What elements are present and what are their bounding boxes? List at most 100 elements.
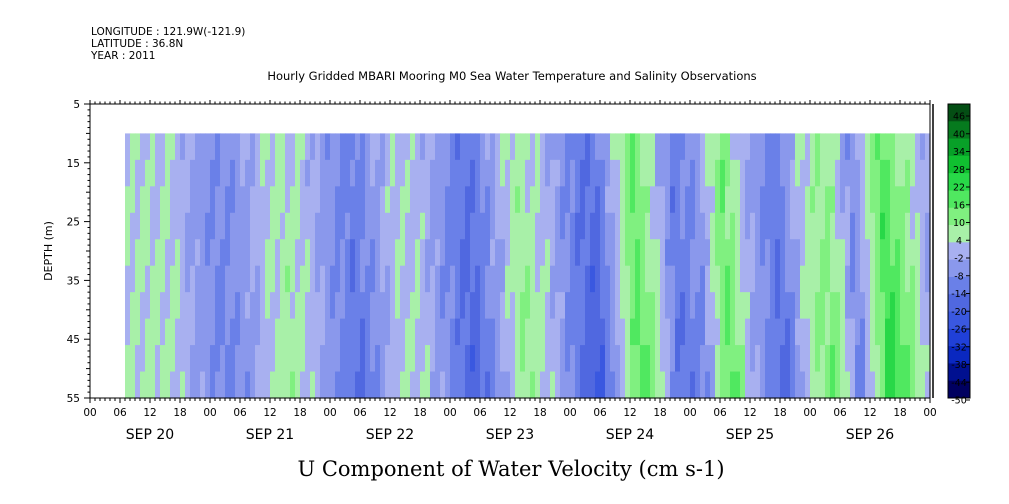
heatmap-cell	[545, 133, 551, 161]
heatmap-cell	[315, 212, 321, 240]
heatmap-cell	[510, 239, 516, 267]
heatmap-cell	[700, 212, 706, 240]
heatmap-cell	[710, 265, 716, 293]
heatmap-cell	[630, 159, 636, 187]
heatmap-cell	[600, 159, 606, 187]
heatmap-cell	[325, 239, 331, 267]
heatmap-cell	[730, 345, 736, 373]
heatmap-cell	[465, 371, 471, 399]
heatmap-cell	[870, 318, 876, 346]
heatmap-cell	[860, 133, 866, 161]
heatmap-cell	[535, 345, 541, 373]
heatmap-cell	[445, 345, 451, 373]
x-hour-label: 00	[923, 407, 936, 419]
colorbar-label: -32	[951, 342, 967, 353]
heatmap-cell	[280, 133, 286, 161]
heatmap-cell	[545, 292, 551, 320]
heatmap-cell	[665, 292, 671, 320]
heatmap-cell	[825, 292, 831, 320]
heatmap-cell	[545, 159, 551, 187]
heatmap-cell	[190, 318, 196, 346]
heatmap-cell	[465, 318, 471, 346]
heatmap-cell	[455, 159, 461, 187]
heatmap-cell	[255, 239, 261, 267]
heatmap-cell	[865, 318, 871, 346]
heatmap-cell	[615, 318, 621, 346]
heatmap-cell	[155, 133, 161, 161]
heatmap-cell	[290, 239, 296, 267]
colorbar-swatch	[948, 328, 970, 347]
heatmap-cell	[335, 133, 341, 161]
heatmap-cell	[545, 212, 551, 240]
heatmap-cell	[920, 345, 926, 373]
heatmap-cell	[920, 371, 926, 399]
heatmap-cell	[195, 159, 201, 187]
x-hour-label: 18	[653, 407, 666, 419]
heatmap-cell	[890, 186, 896, 214]
heatmap-cell	[185, 371, 191, 399]
heatmap-cell	[355, 133, 361, 161]
heatmap-cell	[870, 371, 876, 399]
heatmap-cell	[890, 159, 896, 187]
colorbar-label: 22	[953, 183, 965, 194]
heatmap-cell	[465, 186, 471, 214]
heatmap-cell	[525, 265, 531, 293]
heatmap-cell	[480, 186, 486, 214]
heatmap-cell	[220, 292, 226, 320]
heatmap-cell	[180, 186, 186, 214]
heatmap-cell	[835, 212, 841, 240]
heatmap-cell	[805, 345, 811, 373]
heatmap-cell	[655, 318, 661, 346]
heatmap-cell	[555, 212, 561, 240]
heatmap-cell	[245, 186, 251, 214]
x-hour-label: 18	[893, 407, 906, 419]
heatmap-cell	[385, 345, 391, 373]
heatmap-cell	[850, 292, 856, 320]
heatmap-cell	[635, 371, 641, 399]
heatmap-cell	[500, 239, 506, 267]
heatmap-cell	[800, 239, 806, 267]
heatmap-cell	[860, 318, 866, 346]
heatmap-cell	[645, 239, 651, 267]
heatmap-cell	[355, 292, 361, 320]
heatmap-cell	[215, 292, 221, 320]
heatmap-cell	[325, 371, 331, 399]
heatmap-cell	[400, 345, 406, 373]
heatmap-cell	[460, 159, 466, 187]
heatmap-cell	[675, 239, 681, 267]
heatmap-cell	[170, 186, 176, 214]
heatmap-cell	[775, 265, 781, 293]
heatmap-cell	[675, 265, 681, 293]
heatmap-cell	[750, 292, 756, 320]
heatmap-cell	[390, 371, 396, 399]
heatmap-cell	[430, 133, 436, 161]
heatmap-cell	[900, 371, 906, 399]
heatmap-cell	[365, 318, 371, 346]
heatmap-cell	[670, 212, 676, 240]
heatmap-cell	[850, 159, 856, 187]
heatmap-cell	[275, 371, 281, 399]
heatmap-cell	[595, 318, 601, 346]
heatmap-cell	[400, 186, 406, 214]
heatmap-cell	[885, 292, 891, 320]
heatmap-cell	[395, 318, 401, 346]
heatmap-cell	[155, 159, 161, 187]
heatmap-cell	[435, 292, 441, 320]
heatmap-cell	[610, 292, 616, 320]
heatmap-cell	[210, 292, 216, 320]
heatmap-cell	[205, 292, 211, 320]
heatmap-cell	[920, 212, 926, 240]
heatmap-cell	[420, 265, 426, 293]
y-tick-label: 5	[73, 99, 80, 111]
heatmap-cell	[820, 345, 826, 373]
heatmap-cell	[810, 318, 816, 346]
heatmap-cell	[610, 133, 616, 161]
heatmap-cell	[840, 345, 846, 373]
heatmap-cell	[750, 186, 756, 214]
heatmap-cell	[540, 345, 546, 373]
heatmap-cell	[605, 186, 611, 214]
heatmap-cell	[670, 159, 676, 187]
heatmap-cell	[755, 159, 761, 187]
colorbar-swatch	[948, 311, 970, 330]
heatmap-cell	[305, 133, 311, 161]
